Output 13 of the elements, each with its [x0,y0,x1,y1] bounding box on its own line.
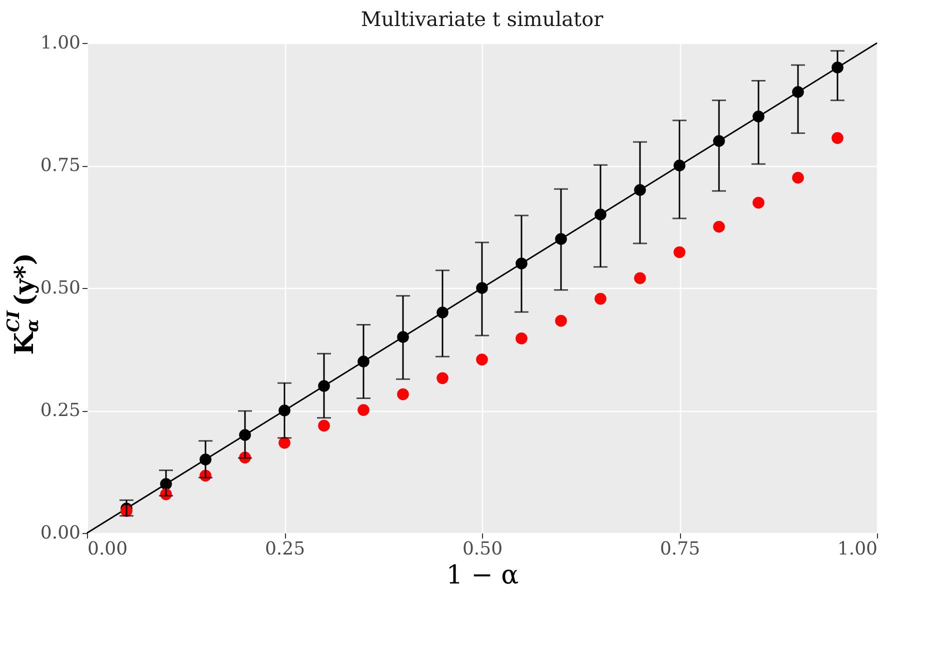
chart-title: Multivariate t simulator [360,7,604,31]
y-axis-title: KαCI(y*) [4,252,43,355]
y-tick-label: 0.50 [40,278,80,298]
y-tick-label: 0.75 [40,155,80,176]
x-axis-title: 1 − α [446,560,519,590]
y-tick-label: 0.25 [40,400,80,421]
x-tick-label: 0.50 [462,538,503,560]
x-tick-label: 0.75 [660,538,700,560]
x-tick-label: 1.00 [837,538,878,560]
y-tick-label: 1.00 [40,32,80,54]
x-tick-label: 0.00 [88,538,128,560]
y-tick-label: 0.00 [40,522,80,544]
x-tick-label: 0.25 [264,538,306,560]
